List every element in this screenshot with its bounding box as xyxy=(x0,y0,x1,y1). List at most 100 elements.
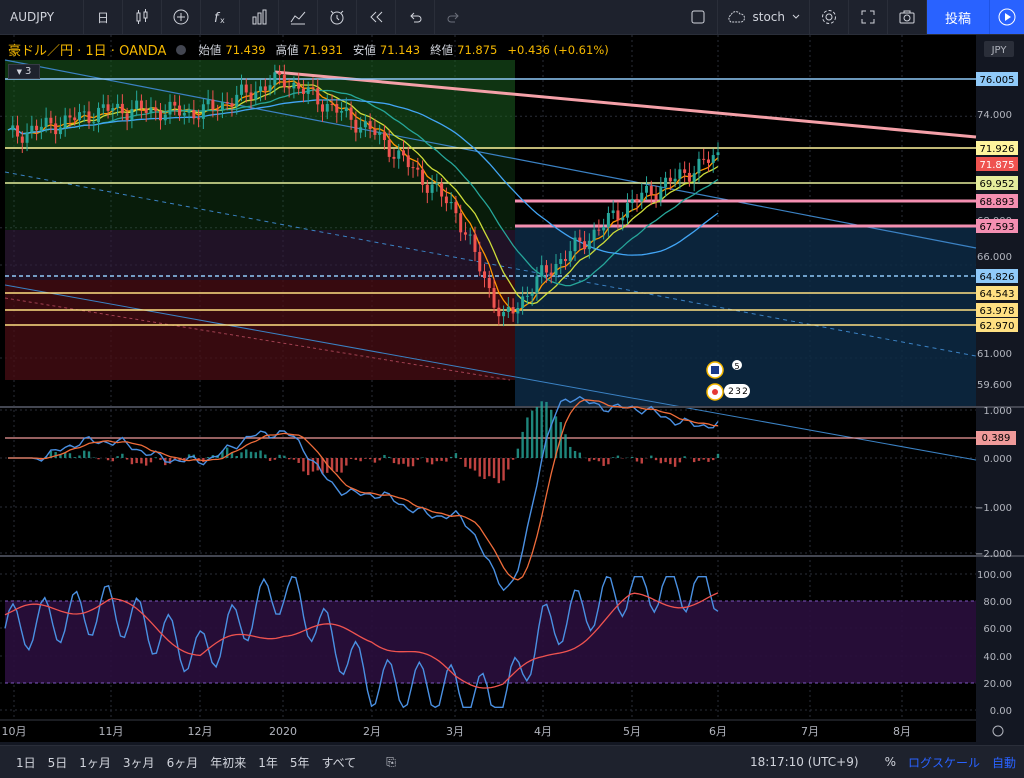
range-button[interactable]: 1ヶ月 xyxy=(73,754,117,771)
range-button[interactable]: 1年 xyxy=(252,754,284,771)
range-button[interactable]: 5日 xyxy=(42,754,74,771)
candle-body xyxy=(421,170,424,185)
interval-button[interactable]: 日 xyxy=(84,0,123,34)
macd-bar xyxy=(283,456,285,458)
log-scale-toggle[interactable]: ログスケール xyxy=(908,754,980,771)
macd-bar xyxy=(78,455,80,458)
candle-body xyxy=(207,100,210,105)
macd-bar xyxy=(526,417,528,458)
candle-body xyxy=(316,88,319,104)
candle-body xyxy=(397,150,400,158)
macd-bar xyxy=(588,458,590,461)
macd-bar xyxy=(345,458,347,466)
candle-body xyxy=(154,107,157,110)
range-button[interactable]: 6ヶ月 xyxy=(161,754,205,771)
candle-body xyxy=(616,210,619,220)
candle-body xyxy=(340,111,343,113)
macd-bar xyxy=(250,452,252,458)
date-range-icon[interactable]: ⎘ xyxy=(386,755,396,770)
price-badge-text: 67.593 xyxy=(980,222,1015,233)
candle-body xyxy=(211,100,214,110)
time-tick-label: 2月 xyxy=(363,725,381,738)
candle-body xyxy=(97,108,100,122)
cloud-icon xyxy=(726,10,746,24)
alert-button[interactable] xyxy=(318,0,357,34)
macd-bar xyxy=(641,458,643,464)
open-label: 始値 xyxy=(198,42,221,58)
candle-body xyxy=(45,118,48,127)
candle-body xyxy=(559,259,562,264)
time-tick-label: 10月 xyxy=(2,725,27,738)
candle-body xyxy=(73,117,76,120)
percent-toggle[interactable]: % xyxy=(885,755,896,769)
macd-bar xyxy=(564,434,566,458)
range-button[interactable]: すべて xyxy=(316,754,363,771)
macd-bar xyxy=(278,455,280,458)
candle-body xyxy=(445,197,448,204)
macd-bar xyxy=(574,451,576,458)
publish-button[interactable]: 投稿 xyxy=(927,0,989,34)
layout-button[interactable] xyxy=(679,0,718,34)
macd-bar xyxy=(431,458,433,464)
candle-style-button[interactable] xyxy=(123,0,162,34)
macd-bar xyxy=(245,449,247,458)
symbol-selector[interactable]: AUDJPY xyxy=(0,0,84,34)
replay-button[interactable] xyxy=(357,0,396,34)
legend-toggle-icon[interactable] xyxy=(176,45,186,55)
auto-scale-toggle[interactable]: 自動 xyxy=(992,754,1016,771)
svg-text:x: x xyxy=(220,16,225,25)
candle-body xyxy=(278,72,281,75)
play-button[interactable] xyxy=(989,0,1024,34)
candle-body xyxy=(564,259,567,261)
candle-body xyxy=(369,121,372,129)
event-count-b: 2 xyxy=(728,387,734,397)
close-value: 71.875 xyxy=(457,43,497,57)
candle-body xyxy=(440,183,443,196)
time-tick-label: 6月 xyxy=(709,725,727,738)
candle-body xyxy=(674,179,677,182)
clock-time[interactable]: 18:17:10 (UTC+9) xyxy=(750,755,859,769)
bottom-right-controls: 18:17:10 (UTC+9) % ログスケール 自動 xyxy=(750,746,1024,778)
snapshot-button[interactable] xyxy=(888,0,927,34)
high-label: 高値 xyxy=(276,42,299,58)
macd-bar xyxy=(417,458,419,460)
bar-chart-icon xyxy=(250,8,268,26)
candle-body xyxy=(607,213,610,227)
candle-body xyxy=(283,75,286,88)
candle-body xyxy=(697,159,700,173)
range-button[interactable]: 3ヶ月 xyxy=(117,754,161,771)
candle-body xyxy=(526,296,529,297)
macd-bar xyxy=(350,458,352,459)
macd-bar xyxy=(126,458,128,460)
macd-bar xyxy=(459,458,461,459)
redo-button[interactable] xyxy=(435,0,473,34)
macd-bar xyxy=(464,458,466,467)
candle-body xyxy=(264,86,267,90)
low-value: 71.143 xyxy=(380,43,420,57)
macd-bar xyxy=(69,453,71,458)
candle-body xyxy=(683,169,686,173)
candle-body xyxy=(245,85,248,93)
templates-button[interactable] xyxy=(279,0,318,34)
undo-button[interactable] xyxy=(396,0,435,34)
range-button[interactable]: 5年 xyxy=(284,754,316,771)
candle-body xyxy=(626,203,629,218)
indicator-search[interactable]: stoch xyxy=(718,0,810,34)
macd-bar xyxy=(664,458,666,462)
fullscreen-button[interactable] xyxy=(849,0,888,34)
macd-bar xyxy=(240,452,242,458)
macd-bar xyxy=(703,458,705,460)
financials-button[interactable] xyxy=(240,0,279,34)
macd-bar xyxy=(359,458,361,461)
candle-body xyxy=(702,159,705,160)
settings-button[interactable] xyxy=(810,0,849,34)
macd-bar xyxy=(340,458,342,473)
candle-body xyxy=(583,241,586,249)
indicator-collapse-tag[interactable]: ▼ 3 xyxy=(8,64,40,79)
range-button[interactable]: 年初来 xyxy=(204,754,252,771)
range-button[interactable]: 1日 xyxy=(10,754,42,771)
compare-button[interactable] xyxy=(162,0,201,34)
